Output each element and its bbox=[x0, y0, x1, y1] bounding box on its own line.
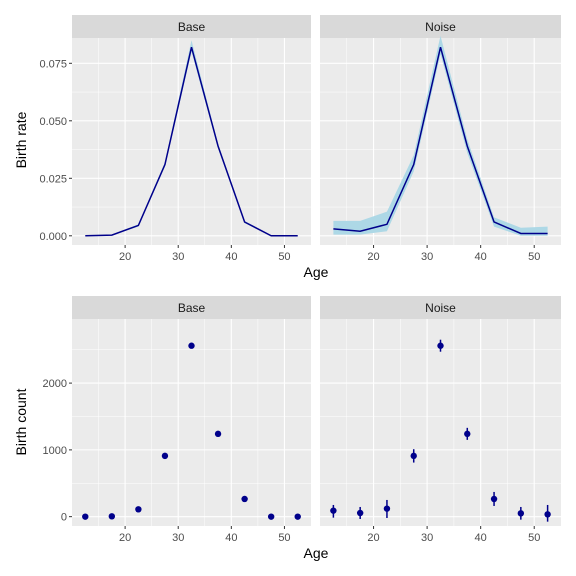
data-point bbox=[241, 495, 248, 503]
x-tick-label: 30 bbox=[172, 251, 184, 263]
data-point bbox=[410, 452, 417, 460]
strip-noise-top bbox=[320, 15, 561, 38]
data-point bbox=[437, 342, 444, 349]
strip-base-bottom bbox=[72, 296, 311, 319]
x-tick-label: 30 bbox=[421, 532, 433, 544]
x-tick-label: 40 bbox=[475, 251, 487, 263]
x-tick-label: 20 bbox=[119, 251, 131, 263]
data-point bbox=[188, 342, 195, 349]
data-point bbox=[517, 510, 525, 517]
strip-noise-bottom bbox=[320, 296, 561, 319]
x-tick-label: 20 bbox=[367, 532, 379, 544]
panel-birth-rate-base: 20 30 40 50 0.000 0.025 0.050 0.075 bbox=[39, 38, 311, 263]
y-tick-label: 0.075 bbox=[39, 58, 67, 70]
panel-background bbox=[72, 319, 311, 526]
data-point bbox=[135, 506, 142, 513]
panel-birth-count-noise: 20 30 40 50 bbox=[320, 319, 561, 544]
y-tick-label: 0.000 bbox=[39, 231, 67, 243]
data-point bbox=[330, 507, 337, 514]
x-tick-label: 40 bbox=[225, 532, 237, 544]
panel-birth-rate-noise: 20 30 40 50 bbox=[320, 35, 561, 263]
x-tick-label: 50 bbox=[528, 532, 540, 544]
x-tick-label: 30 bbox=[172, 532, 184, 544]
x-tick-label: 20 bbox=[367, 251, 379, 263]
strip-base-top bbox=[72, 15, 311, 38]
data-point bbox=[383, 505, 391, 512]
y-tick-label: 0.025 bbox=[39, 173, 67, 185]
strip-label-base-bottom: Base bbox=[178, 301, 206, 315]
strip-label-noise-bottom: Noise bbox=[425, 301, 456, 315]
data-point bbox=[294, 513, 301, 520]
data-point bbox=[267, 513, 275, 520]
x-tick-label: 50 bbox=[278, 532, 290, 544]
y-axis-title-birth-count: Birth count bbox=[13, 388, 29, 455]
panel-birth-count-base: 20 30 40 50 0 1000 2000 bbox=[43, 319, 311, 544]
data-point bbox=[490, 495, 498, 503]
y-tick-label: 0.050 bbox=[39, 116, 67, 128]
y-tick-label: 2000 bbox=[43, 378, 67, 390]
x-tick-label: 40 bbox=[225, 251, 237, 263]
data-point bbox=[464, 430, 471, 438]
data-point bbox=[82, 513, 89, 520]
data-point bbox=[108, 513, 116, 520]
x-tick-label: 20 bbox=[119, 532, 131, 544]
x-axis-title-bottom: Age bbox=[304, 545, 329, 561]
panel-background bbox=[72, 38, 311, 245]
data-point bbox=[214, 430, 222, 438]
data-point bbox=[356, 509, 364, 517]
y-tick-label: 1000 bbox=[43, 445, 67, 457]
panel-background bbox=[320, 319, 561, 526]
strip-label-base-top: Base bbox=[178, 20, 206, 34]
x-tick-label: 30 bbox=[421, 251, 433, 263]
panel-background bbox=[320, 38, 561, 245]
y-tick-label: 0 bbox=[61, 512, 67, 524]
strip-label-noise-top: Noise bbox=[425, 20, 456, 34]
x-tick-label: 50 bbox=[278, 251, 290, 263]
series-line bbox=[333, 47, 548, 235]
x-tick-label: 40 bbox=[475, 532, 487, 544]
x-axis-title-top: Age bbox=[304, 264, 329, 280]
data-point bbox=[161, 452, 169, 460]
y-axis-title-birth-rate: Birth rate bbox=[13, 111, 29, 168]
series-line bbox=[85, 47, 298, 237]
x-tick-label: 50 bbox=[528, 251, 540, 263]
data-point bbox=[544, 511, 551, 518]
